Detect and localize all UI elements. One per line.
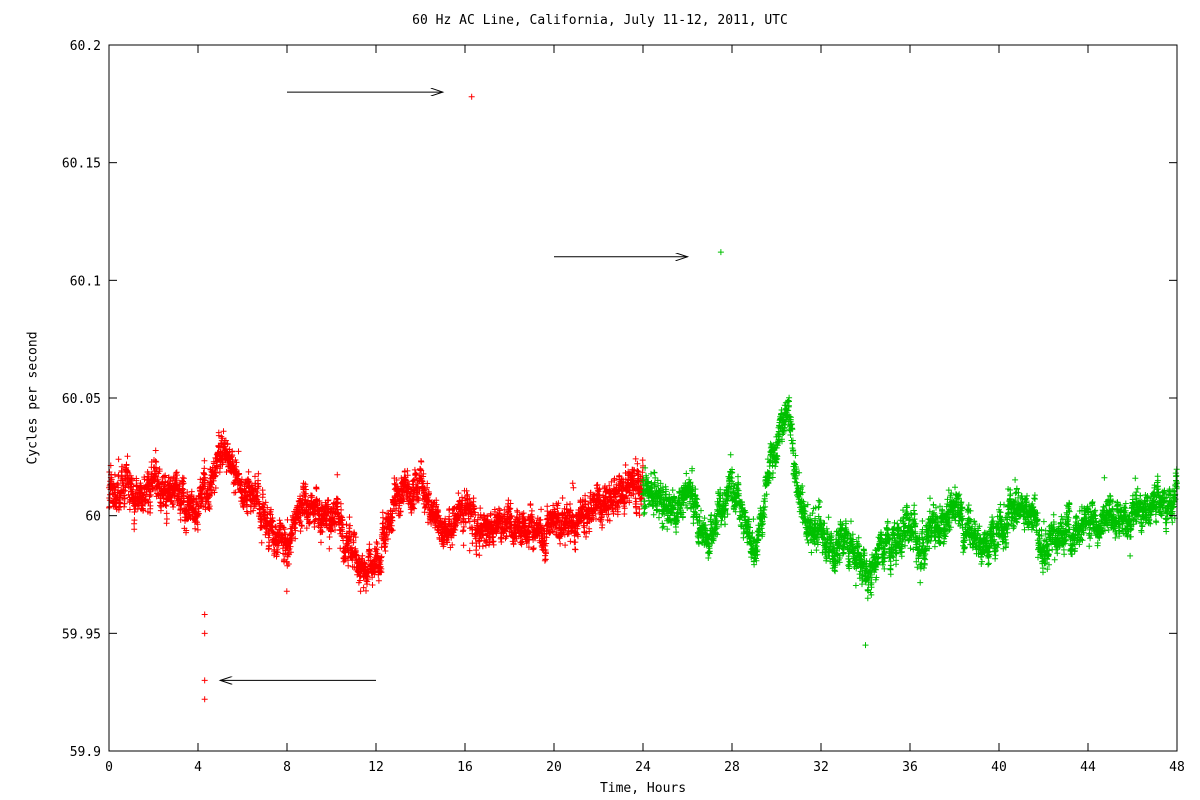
y-tick-label: 60.05: [62, 392, 101, 407]
x-tick-label: 44: [1080, 760, 1096, 775]
plot-frame: [108, 44, 1178, 752]
x-tick-label: 48: [1169, 760, 1185, 775]
outlier-point: [201, 630, 208, 637]
outlier-point: [717, 249, 724, 256]
x-tick-label: 32: [813, 760, 829, 775]
outlier-point: [201, 696, 208, 703]
x-tick-label: 16: [457, 760, 473, 775]
x-tick-label: 0: [105, 760, 113, 775]
data-series-1: [106, 93, 646, 703]
outlier-point: [468, 93, 475, 100]
y-tick-label: 60.1: [70, 274, 101, 289]
x-tick-label: 4: [194, 760, 202, 775]
y-tick-label: 59.95: [62, 627, 101, 642]
data-series-2: [640, 249, 1180, 649]
x-tick-label: 20: [546, 760, 562, 775]
outlier-point: [201, 677, 208, 684]
chart-title: 60 Hz AC Line, California, July 11-12, 2…: [412, 13, 788, 28]
x-tick-label: 40: [991, 760, 1007, 775]
y-tick-label: 60.15: [62, 157, 101, 172]
x-tick-label: 36: [902, 760, 918, 775]
outlier-point: [862, 642, 869, 649]
outlier-point: [201, 611, 208, 618]
y-tick-label: 60.2: [70, 39, 101, 54]
x-axis-label: Time, Hours: [599, 781, 687, 796]
y-tick-label: 60: [85, 510, 101, 525]
data-points: [106, 428, 646, 595]
x-tick-label: 8: [283, 760, 291, 775]
x-tick-label: 28: [724, 760, 740, 775]
x-tick-label: 12: [368, 760, 384, 775]
data-points: [640, 394, 1180, 602]
x-tick-label: 24: [635, 760, 651, 775]
y-tick-label: 59.9: [70, 745, 101, 760]
